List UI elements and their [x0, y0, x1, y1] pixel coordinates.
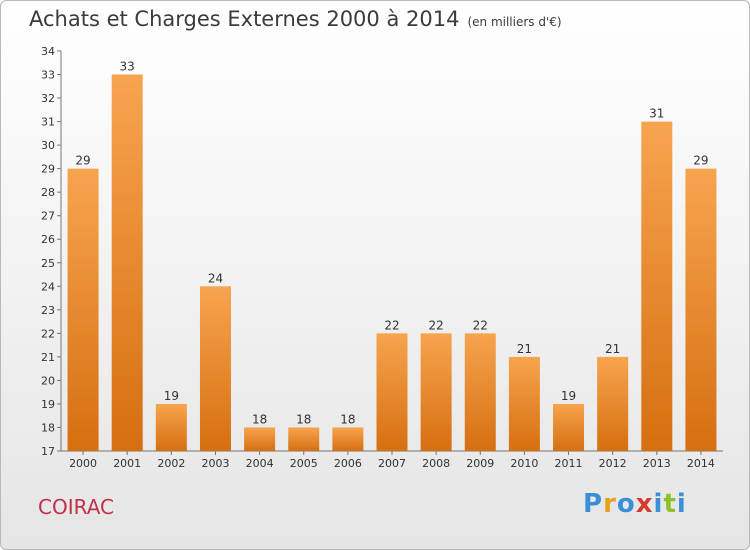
logo-letter: t [663, 489, 677, 519]
x-tick-label-2011: 2011 [555, 457, 583, 470]
bar-2009 [464, 333, 496, 451]
chart-title: Achats et Charges Externes 2000 à 2014 (e… [29, 7, 562, 31]
x-tick-label-2000: 2000 [69, 457, 97, 470]
y-tick-label: 19 [41, 398, 55, 411]
y-axis: 17 18 19 20 21 22 23 24 25 26 27 28 29 30 31 32 33 34 [41, 45, 62, 458]
x-tick-label-2009: 2009 [466, 457, 494, 470]
y-tick-label: 30 [41, 139, 55, 152]
x-tick-label-2008: 2008 [422, 457, 450, 470]
logo-letter: x [635, 489, 654, 519]
data-label-2006: 18 [340, 412, 355, 426]
y-tick-label: 33 [41, 69, 55, 82]
data-label-2010: 21 [517, 342, 532, 356]
y-tick-label: 28 [41, 186, 55, 199]
bar-2008 [420, 333, 452, 451]
logo-letter: P [583, 489, 604, 519]
y-tick-label: 32 [41, 92, 55, 105]
y-tick-label: 34 [41, 45, 55, 58]
bars [67, 74, 717, 452]
x-tick-label-2006: 2006 [334, 457, 362, 470]
y-tick-label: 26 [41, 233, 55, 246]
y-tick-label: 17 [41, 445, 55, 458]
x-tick-label-2005: 2005 [290, 457, 318, 470]
data-label-2008: 22 [428, 318, 443, 332]
x-tick-label-2014: 2014 [687, 457, 715, 470]
bar-2013 [641, 121, 673, 452]
x-tick-label-2004: 2004 [246, 457, 274, 470]
data-label-2004: 18 [252, 412, 267, 426]
bar-2004 [244, 427, 276, 451]
x-axis: 2000 2001 2002 2003 2004 2005 2006 2007 2008 2009… [61, 450, 723, 470]
x-tick-label-2010: 2010 [510, 457, 538, 470]
y-tick-label: 18 [41, 421, 55, 434]
y-tick-label: 31 [41, 116, 55, 129]
data-label-2014: 29 [693, 154, 708, 168]
y-tick-label: 21 [41, 351, 55, 364]
data-label-2009: 22 [473, 318, 488, 332]
data-label-2012: 21 [605, 342, 620, 356]
x-tick-label-2013: 2013 [643, 457, 671, 470]
y-tick-label: 20 [41, 374, 55, 387]
logo-letter: r [603, 489, 617, 519]
data-label-2003: 24 [208, 271, 223, 285]
bar-2002 [155, 403, 187, 451]
x-tick-label-2007: 2007 [378, 457, 406, 470]
y-tick-label: 23 [41, 304, 55, 317]
bar-2014 [685, 168, 717, 451]
logo-letter: o [616, 489, 636, 519]
y-tick-label: 24 [41, 280, 55, 293]
bar-2000 [67, 168, 99, 451]
data-label-2000: 29 [75, 154, 90, 168]
bar-2003 [199, 286, 231, 451]
logo-letter: i [653, 489, 664, 519]
y-tick-label: 25 [41, 257, 55, 270]
data-labels: 29 33 19 24 18 18 18 22 22 22 21 19 21 31 29 [75, 60, 708, 427]
x-tick-label-2012: 2012 [599, 457, 627, 470]
x-tick-label-2003: 2003 [201, 457, 229, 470]
chart-unit: (en milliers d'€) [467, 15, 562, 29]
y-tick-label: 29 [41, 163, 55, 176]
data-label-2013: 31 [649, 107, 664, 121]
bar-2006 [332, 427, 364, 451]
x-tick-label-2002: 2002 [157, 457, 185, 470]
logo-letter: i [676, 489, 687, 519]
data-label-2001: 33 [120, 60, 135, 74]
bar-2011 [553, 403, 585, 451]
y-tick-label: 22 [41, 327, 55, 340]
chart-title-text: Achats et Charges Externes 2000 à 2014 [29, 7, 460, 31]
x-tick-label-2001: 2001 [113, 457, 141, 470]
proxiti-logo: Proxiti [583, 489, 687, 519]
commune-name: COIRAC [38, 495, 114, 519]
data-label-2007: 22 [384, 318, 399, 332]
bar-2005 [288, 427, 320, 451]
data-label-2011: 19 [561, 389, 576, 403]
data-label-2002: 19 [164, 389, 179, 403]
bar-2001 [111, 74, 143, 451]
y-tick-label: 27 [41, 210, 55, 223]
bar-2012 [597, 356, 629, 451]
bar-2007 [376, 333, 408, 451]
data-label-2005: 18 [296, 412, 311, 426]
bar-2010 [508, 356, 540, 451]
